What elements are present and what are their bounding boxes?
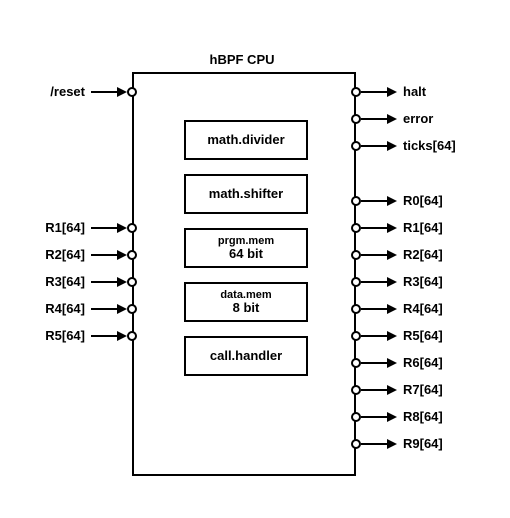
right-port-line-1 <box>361 118 387 120</box>
inner-block-4-line-0: call.handler <box>210 349 282 363</box>
right-port-circle-5 <box>351 250 361 260</box>
left-port-line-3 <box>91 281 117 283</box>
left-port-arrowhead-5 <box>117 331 127 341</box>
right-port-line-3 <box>361 200 387 202</box>
inner-block-3: data.mem8 bit <box>184 282 308 322</box>
inner-block-4: call.handler <box>184 336 308 376</box>
right-port-circle-11 <box>351 412 361 422</box>
left-port-label-0: /reset <box>0 84 85 99</box>
right-port-circle-7 <box>351 304 361 314</box>
right-port-line-11 <box>361 416 387 418</box>
inner-block-1: math.shifter <box>184 174 308 214</box>
left-port-label-2: R2[64] <box>0 247 85 262</box>
right-port-arrowhead-4 <box>387 223 397 233</box>
inner-block-2: prgm.mem64 bit <box>184 228 308 268</box>
right-port-line-10 <box>361 389 387 391</box>
left-port-line-4 <box>91 308 117 310</box>
inner-block-0-line-0: math.divider <box>207 133 284 147</box>
right-port-arrowhead-3 <box>387 196 397 206</box>
right-port-line-8 <box>361 335 387 337</box>
right-port-label-9: R6[64] <box>403 355 443 370</box>
left-port-circle-0 <box>127 87 137 97</box>
left-port-label-4: R4[64] <box>0 301 85 316</box>
right-port-label-3: R0[64] <box>403 193 443 208</box>
right-port-label-10: R7[64] <box>403 382 443 397</box>
right-port-label-2: ticks[64] <box>403 138 456 153</box>
right-port-arrowhead-11 <box>387 412 397 422</box>
right-port-line-9 <box>361 362 387 364</box>
left-port-circle-2 <box>127 250 137 260</box>
right-port-arrowhead-9 <box>387 358 397 368</box>
left-port-arrowhead-3 <box>117 277 127 287</box>
left-port-circle-3 <box>127 277 137 287</box>
right-port-circle-10 <box>351 385 361 395</box>
diagram-canvas: hBPF CPU math.divider math.shifter prgm.me… <box>0 0 510 518</box>
right-port-circle-0 <box>351 87 361 97</box>
cpu-title: hBPF CPU <box>142 52 342 67</box>
right-port-line-12 <box>361 443 387 445</box>
right-port-circle-1 <box>351 114 361 124</box>
left-port-line-5 <box>91 335 117 337</box>
left-port-circle-5 <box>127 331 137 341</box>
right-port-circle-6 <box>351 277 361 287</box>
right-port-arrowhead-0 <box>387 87 397 97</box>
right-port-line-4 <box>361 227 387 229</box>
right-port-arrowhead-5 <box>387 250 397 260</box>
left-port-line-2 <box>91 254 117 256</box>
right-port-label-7: R4[64] <box>403 301 443 316</box>
inner-block-3-line-1: 8 bit <box>233 301 260 315</box>
right-port-label-6: R3[64] <box>403 274 443 289</box>
right-port-circle-9 <box>351 358 361 368</box>
right-port-arrowhead-7 <box>387 304 397 314</box>
right-port-circle-4 <box>351 223 361 233</box>
right-port-label-4: R1[64] <box>403 220 443 235</box>
inner-block-1-line-0: math.shifter <box>209 187 283 201</box>
right-port-circle-3 <box>351 196 361 206</box>
right-port-arrowhead-2 <box>387 141 397 151</box>
right-port-label-0: halt <box>403 84 426 99</box>
left-port-arrowhead-2 <box>117 250 127 260</box>
left-port-label-5: R5[64] <box>0 328 85 343</box>
right-port-arrowhead-1 <box>387 114 397 124</box>
left-port-circle-4 <box>127 304 137 314</box>
right-port-label-11: R8[64] <box>403 409 443 424</box>
inner-block-0: math.divider <box>184 120 308 160</box>
right-port-circle-12 <box>351 439 361 449</box>
left-port-circle-1 <box>127 223 137 233</box>
right-port-line-5 <box>361 254 387 256</box>
left-port-label-1: R1[64] <box>0 220 85 235</box>
inner-block-2-line-1: 64 bit <box>229 247 263 261</box>
left-port-line-1 <box>91 227 117 229</box>
right-port-arrowhead-12 <box>387 439 397 449</box>
right-port-label-12: R9[64] <box>403 436 443 451</box>
right-port-line-2 <box>361 145 387 147</box>
right-port-line-6 <box>361 281 387 283</box>
left-port-arrowhead-0 <box>117 87 127 97</box>
right-port-circle-8 <box>351 331 361 341</box>
right-port-circle-2 <box>351 141 361 151</box>
left-port-label-3: R3[64] <box>0 274 85 289</box>
right-port-line-0 <box>361 91 387 93</box>
right-port-arrowhead-10 <box>387 385 397 395</box>
right-port-label-8: R5[64] <box>403 328 443 343</box>
left-port-arrowhead-4 <box>117 304 127 314</box>
left-port-line-0 <box>91 91 117 93</box>
right-port-label-5: R2[64] <box>403 247 443 262</box>
left-port-arrowhead-1 <box>117 223 127 233</box>
right-port-label-1: error <box>403 111 433 126</box>
right-port-line-7 <box>361 308 387 310</box>
right-port-arrowhead-6 <box>387 277 397 287</box>
right-port-arrowhead-8 <box>387 331 397 341</box>
